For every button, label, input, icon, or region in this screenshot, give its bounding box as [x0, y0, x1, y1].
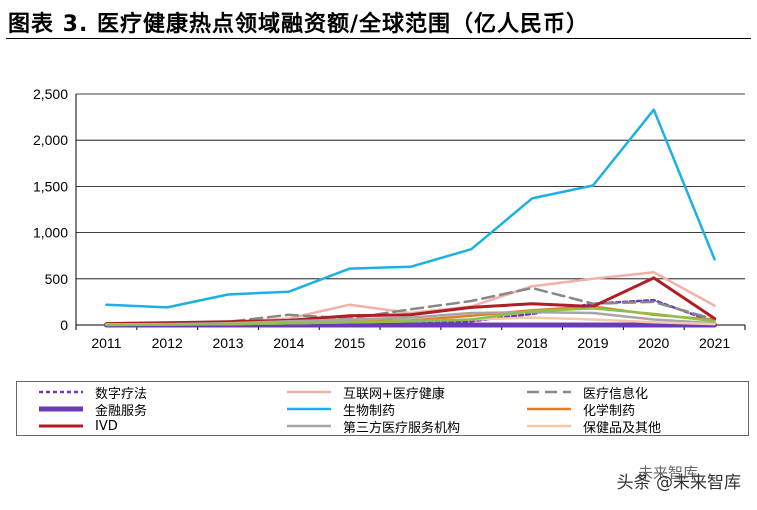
series-line-10: [105, 307, 716, 327]
y-tick-label: 1,500: [33, 178, 68, 194]
legend-label: 第三方医疗服务机构: [343, 420, 461, 436]
legend-label: IVD: [95, 418, 118, 434]
legend-item: 医疗信息化: [525, 384, 649, 402]
legend-swatch: [527, 424, 571, 428]
y-tick-label: 0: [60, 317, 68, 333]
legend-label: 生物制药: [343, 403, 396, 419]
legend-item: 数字疗法: [37, 384, 148, 402]
legend-swatch: [287, 390, 331, 394]
legend-swatch: [39, 406, 83, 412]
legend-item: 金融服务: [37, 401, 148, 419]
legend: 数字疗法 互联网+医疗健康 医疗信息化金融服务 生物制药 化学制药 IVD 第三方医疗服务机…: [16, 381, 749, 436]
series-line-5: [105, 108, 716, 309]
x-tick-label: 2019: [577, 335, 608, 351]
legend-label: 互联网+医疗健康: [343, 386, 445, 402]
legend-item: 互联网+医疗健康: [285, 384, 445, 402]
x-tick-label: 2013: [212, 335, 243, 351]
legend-swatch: [39, 424, 83, 428]
y-tick-label: 2,500: [33, 86, 68, 102]
legend-item: 第三方医疗服务机构: [285, 418, 461, 436]
x-tick-label: 2016: [395, 335, 426, 351]
x-tick-label: 2014: [273, 335, 304, 351]
y-tick-label: 500: [45, 271, 69, 287]
series-line-7: [104, 276, 717, 326]
watermark-logo-text: 未来智库: [638, 464, 699, 482]
legend-swatch: [527, 407, 571, 411]
legend-swatch: [527, 390, 571, 394]
chart-title: 图表 3. 医疗健康热点领域融资额/全球范围（亿人民币）: [8, 12, 590, 37]
legend-item: 生物制药: [285, 401, 396, 419]
watermark: 头条 @未来智库: [616, 473, 741, 493]
legend-label: 医疗信息化: [583, 386, 649, 402]
y-tick-label: 2,000: [33, 132, 68, 148]
x-tick-label: 2020: [638, 335, 669, 351]
x-tick-label: 2021: [699, 335, 730, 351]
legend-swatch: [287, 424, 331, 428]
legend-item: IVD: [37, 418, 118, 434]
y-tick-label: 1,000: [33, 225, 68, 241]
legend-label: 金融服务: [95, 403, 148, 419]
x-tick-label: 2012: [152, 335, 183, 351]
x-tick-label: 2018: [517, 335, 548, 351]
x-tick-label: 2011: [91, 335, 121, 351]
x-tick-label: 2017: [456, 335, 487, 351]
legend-label: 化学制药: [583, 403, 636, 419]
legend-item: 化学制药: [525, 401, 636, 419]
legend-swatch: [39, 390, 83, 394]
legend-label: 数字疗法: [95, 386, 148, 402]
title-underline: [6, 38, 751, 39]
x-tick-label: 2015: [334, 335, 365, 351]
legend-swatch: [287, 407, 331, 411]
chart-plot: 0 500 1,000 1,500 2,000 2,500 2011 2012 2013 2014…: [33, 86, 746, 351]
legend-item: 保健品及其他: [525, 418, 662, 436]
legend-label: 保健品及其他: [583, 420, 662, 436]
